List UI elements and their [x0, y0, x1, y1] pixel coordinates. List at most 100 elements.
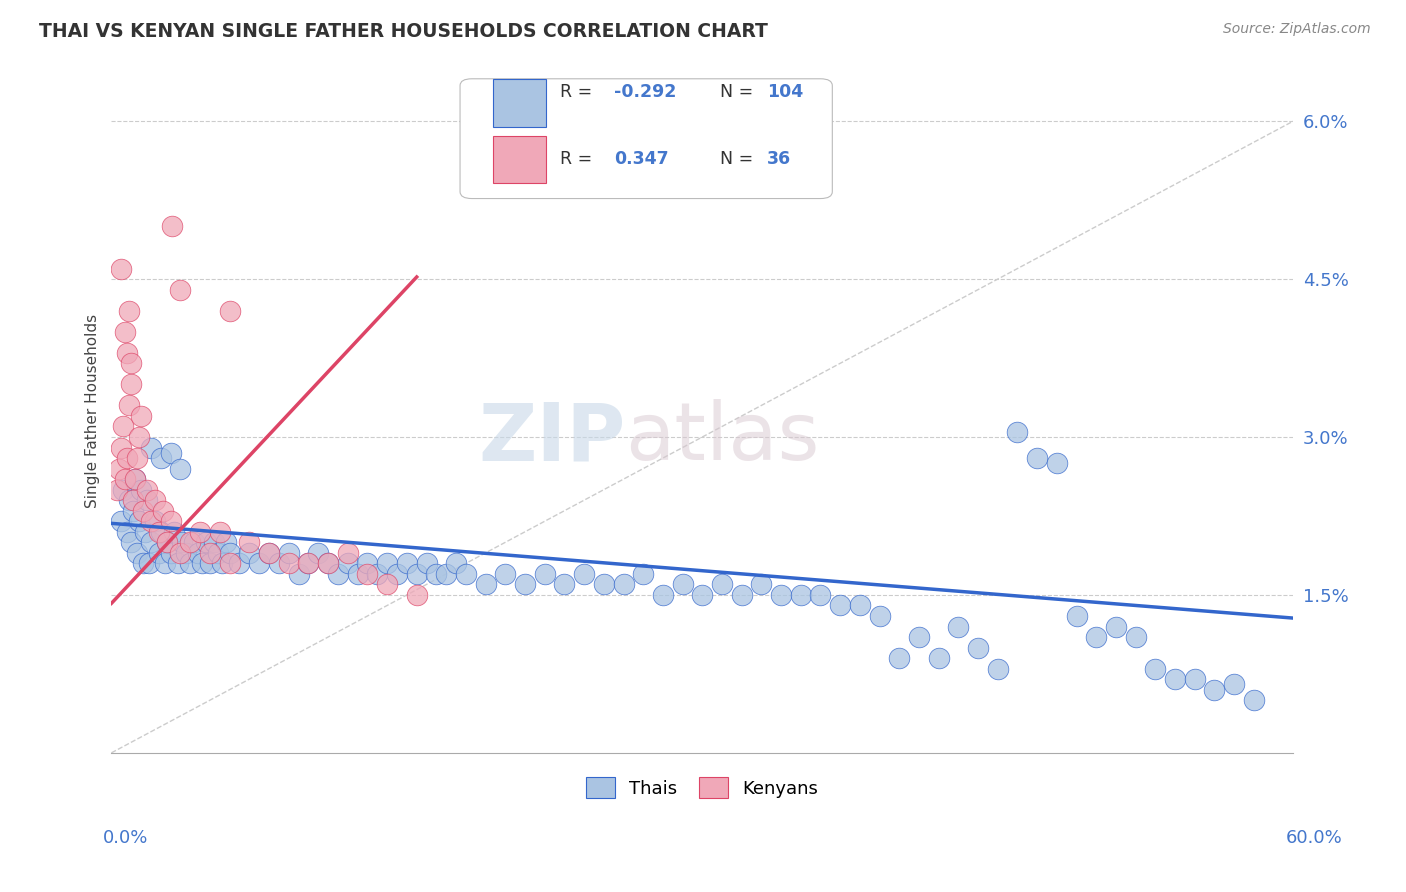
Point — [135, 483, 157, 497]
Point — [494, 566, 516, 581]
Point — [143, 514, 166, 528]
Point — [297, 557, 319, 571]
Point — [1164, 672, 1187, 686]
Point — [987, 662, 1010, 676]
Point — [592, 577, 614, 591]
Point — [183, 535, 205, 549]
Point — [405, 588, 427, 602]
Point — [214, 535, 236, 549]
Point — [257, 546, 280, 560]
Point — [143, 493, 166, 508]
Point — [125, 451, 148, 466]
Point — [159, 514, 181, 528]
Point — [651, 588, 673, 602]
Point — [139, 514, 162, 528]
Point — [198, 546, 221, 560]
Point — [908, 630, 931, 644]
Point — [174, 546, 197, 560]
Point — [711, 577, 734, 591]
Legend: Thais, Kenyans: Thais, Kenyans — [579, 770, 825, 805]
Point — [830, 599, 852, 613]
Point — [167, 557, 190, 571]
Point — [149, 451, 172, 466]
Point — [124, 472, 146, 486]
Text: 0.347: 0.347 — [613, 150, 668, 168]
Text: N =: N = — [720, 84, 754, 102]
Point — [356, 557, 378, 571]
Point — [124, 472, 146, 486]
FancyBboxPatch shape — [494, 78, 547, 127]
Point — [159, 446, 181, 460]
Point — [148, 546, 170, 560]
Point — [889, 651, 911, 665]
Point — [553, 577, 575, 591]
Point — [188, 524, 211, 539]
Point — [928, 651, 950, 665]
Point — [454, 566, 477, 581]
Point — [162, 219, 184, 234]
Point — [149, 524, 172, 539]
Point — [1085, 630, 1108, 644]
Point — [385, 566, 408, 581]
Point — [139, 441, 162, 455]
Point — [118, 493, 141, 508]
Point — [287, 566, 309, 581]
Point — [172, 535, 194, 549]
Point — [238, 546, 260, 560]
Point — [207, 546, 229, 560]
Point — [1026, 451, 1049, 466]
Point — [138, 557, 160, 571]
Point — [208, 524, 231, 539]
Point — [1184, 672, 1206, 686]
Point — [152, 504, 174, 518]
Point — [316, 557, 339, 571]
FancyBboxPatch shape — [460, 78, 832, 199]
Text: 60.0%: 60.0% — [1286, 829, 1343, 847]
Point — [139, 535, 162, 549]
Text: N =: N = — [720, 150, 754, 168]
Point — [120, 535, 142, 549]
Point — [118, 303, 141, 318]
Point — [194, 535, 217, 549]
Point — [967, 640, 990, 655]
Point — [692, 588, 714, 602]
Point — [110, 261, 132, 276]
Point — [297, 557, 319, 571]
Point — [277, 546, 299, 560]
FancyBboxPatch shape — [494, 136, 547, 184]
Point — [159, 546, 181, 560]
Point — [346, 566, 368, 581]
Point — [218, 546, 240, 560]
Point — [1125, 630, 1147, 644]
Point — [169, 283, 191, 297]
Point — [238, 535, 260, 549]
Point — [790, 588, 813, 602]
Point — [612, 577, 634, 591]
Point — [115, 345, 138, 359]
Text: 104: 104 — [768, 84, 804, 102]
Point — [118, 399, 141, 413]
Point — [163, 524, 186, 539]
Point — [169, 546, 191, 560]
Point — [751, 577, 773, 591]
Point — [218, 303, 240, 318]
Point — [277, 557, 299, 571]
Point — [1046, 456, 1069, 470]
Point — [267, 557, 290, 571]
Point — [336, 557, 359, 571]
Point — [770, 588, 793, 602]
Point — [474, 577, 496, 591]
Point — [110, 514, 132, 528]
Text: THAI VS KENYAN SINGLE FATHER HOUSEHOLDS CORRELATION CHART: THAI VS KENYAN SINGLE FATHER HOUSEHOLDS … — [39, 22, 768, 41]
Point — [434, 566, 457, 581]
Point — [425, 566, 447, 581]
Point — [128, 514, 150, 528]
Point — [415, 557, 437, 571]
Point — [395, 557, 418, 571]
Text: -0.292: -0.292 — [613, 84, 676, 102]
Point — [112, 419, 135, 434]
Point — [218, 557, 240, 571]
Point — [307, 546, 329, 560]
Point — [115, 451, 138, 466]
Point — [187, 546, 209, 560]
